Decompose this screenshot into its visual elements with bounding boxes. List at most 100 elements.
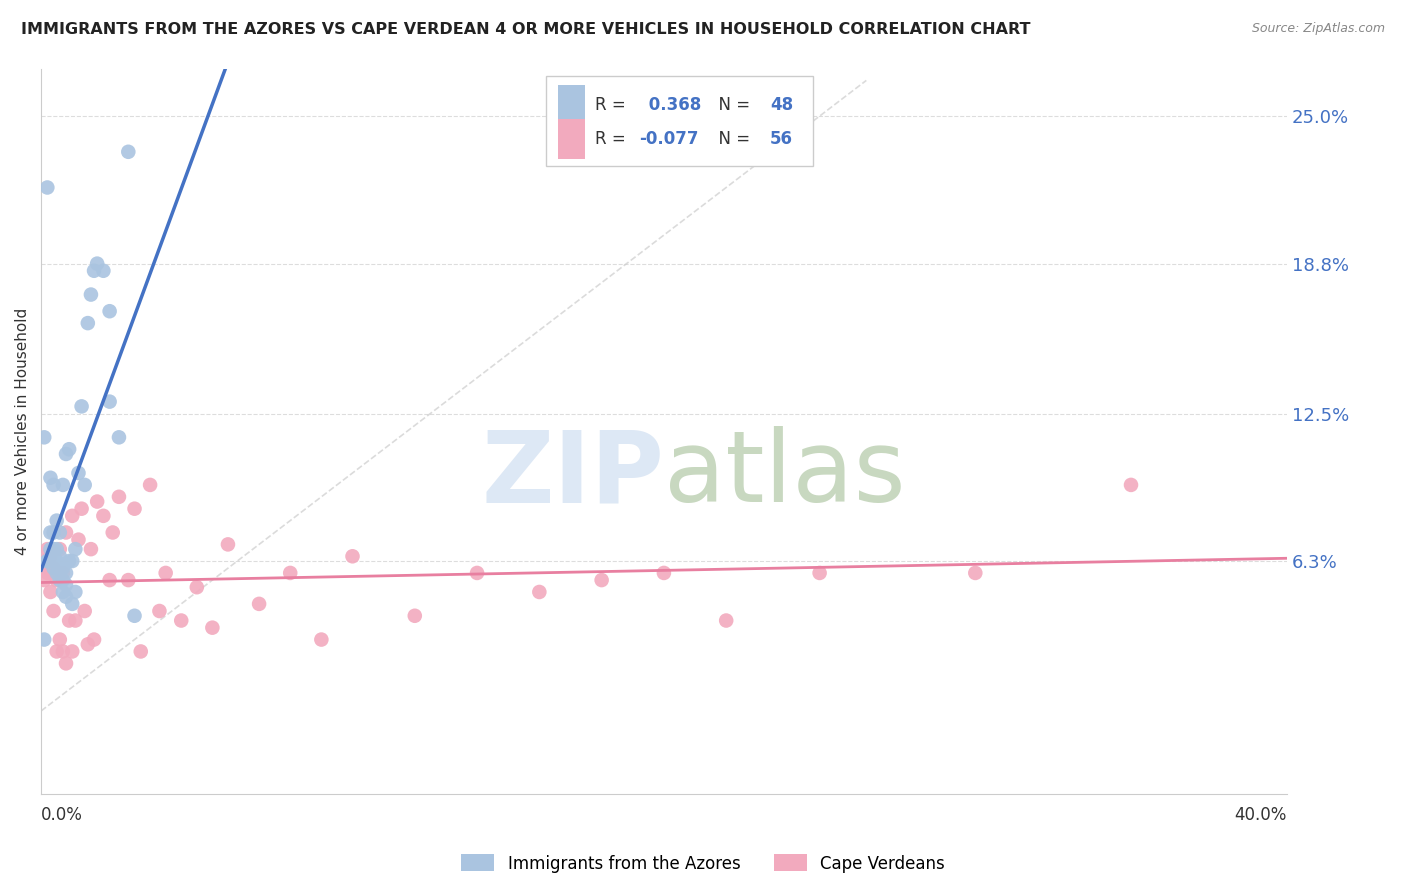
Point — [342, 549, 364, 564]
Point — [37, 566, 59, 580]
Point — [45, 554, 67, 568]
Point — [60, 644, 83, 658]
Point — [76, 637, 98, 651]
Point — [37, 554, 59, 568]
Point — [65, 585, 87, 599]
Point — [42, 478, 65, 492]
Point — [60, 508, 83, 523]
Point — [965, 566, 987, 580]
Point — [39, 566, 62, 580]
Point — [37, 542, 59, 557]
Point — [42, 542, 65, 557]
Point — [52, 478, 75, 492]
Point — [52, 585, 75, 599]
Text: ZIP: ZIP — [481, 426, 664, 524]
Point — [714, 614, 737, 628]
Point — [404, 608, 426, 623]
Point — [37, 554, 59, 568]
Point — [76, 316, 98, 330]
Text: atlas: atlas — [664, 426, 905, 524]
Text: N =: N = — [707, 130, 755, 148]
Text: 56: 56 — [770, 130, 793, 148]
Point — [117, 145, 139, 159]
Text: 40.0%: 40.0% — [1234, 806, 1286, 824]
Point — [70, 501, 93, 516]
Point — [86, 257, 108, 271]
Point — [32, 554, 55, 568]
Point — [58, 442, 80, 457]
Point — [652, 566, 675, 580]
Text: R =: R = — [595, 130, 631, 148]
Point — [32, 430, 55, 444]
Point — [55, 590, 77, 604]
Text: -0.077: -0.077 — [638, 130, 699, 148]
Point — [39, 554, 62, 568]
Point — [52, 566, 75, 580]
Point — [101, 525, 124, 540]
Point — [32, 573, 55, 587]
Point — [42, 525, 65, 540]
Text: Source: ZipAtlas.com: Source: ZipAtlas.com — [1251, 22, 1385, 36]
Point — [39, 549, 62, 564]
Point — [93, 264, 115, 278]
Point — [55, 447, 77, 461]
Point — [39, 471, 62, 485]
Text: R =: R = — [595, 96, 631, 114]
Point — [55, 525, 77, 540]
Point — [49, 542, 72, 557]
Point — [58, 554, 80, 568]
Point — [93, 508, 115, 523]
Point — [201, 621, 224, 635]
Point — [49, 632, 72, 647]
Point — [465, 566, 488, 580]
Point — [86, 494, 108, 508]
Point — [49, 525, 72, 540]
Point — [42, 561, 65, 575]
Point — [39, 525, 62, 540]
Point — [45, 644, 67, 658]
Point — [55, 657, 77, 671]
Point — [117, 573, 139, 587]
Point — [37, 554, 59, 568]
Text: 48: 48 — [770, 96, 793, 114]
Point — [98, 304, 121, 318]
Point — [83, 264, 105, 278]
Point — [55, 566, 77, 580]
Text: 0.0%: 0.0% — [41, 806, 83, 824]
Text: N =: N = — [707, 96, 755, 114]
Point — [70, 400, 93, 414]
Point — [217, 537, 239, 551]
Bar — [558, 86, 585, 125]
Point — [170, 614, 193, 628]
Point — [49, 549, 72, 564]
Point — [32, 632, 55, 647]
Point — [67, 466, 90, 480]
Point — [52, 644, 75, 658]
Point — [49, 573, 72, 587]
Y-axis label: 4 or more Vehicles in Household: 4 or more Vehicles in Household — [15, 308, 30, 555]
Point — [98, 573, 121, 587]
Point — [39, 585, 62, 599]
Point — [124, 608, 146, 623]
Point — [65, 542, 87, 557]
Point — [45, 542, 67, 557]
Point — [67, 533, 90, 547]
Point — [65, 614, 87, 628]
Bar — [558, 120, 585, 160]
Point — [49, 561, 72, 575]
Point — [42, 561, 65, 575]
Point — [108, 430, 131, 444]
Point — [108, 490, 131, 504]
Point — [186, 580, 208, 594]
Text: 0.368: 0.368 — [643, 96, 702, 114]
Point — [591, 573, 613, 587]
Text: IMMIGRANTS FROM THE AZORES VS CAPE VERDEAN 4 OR MORE VEHICLES IN HOUSEHOLD CORRE: IMMIGRANTS FROM THE AZORES VS CAPE VERDE… — [21, 22, 1031, 37]
Point — [155, 566, 177, 580]
Point — [311, 632, 333, 647]
Point — [124, 501, 146, 516]
Point — [60, 597, 83, 611]
Point — [80, 542, 103, 557]
Point — [45, 514, 67, 528]
Point — [42, 604, 65, 618]
Point — [73, 478, 96, 492]
